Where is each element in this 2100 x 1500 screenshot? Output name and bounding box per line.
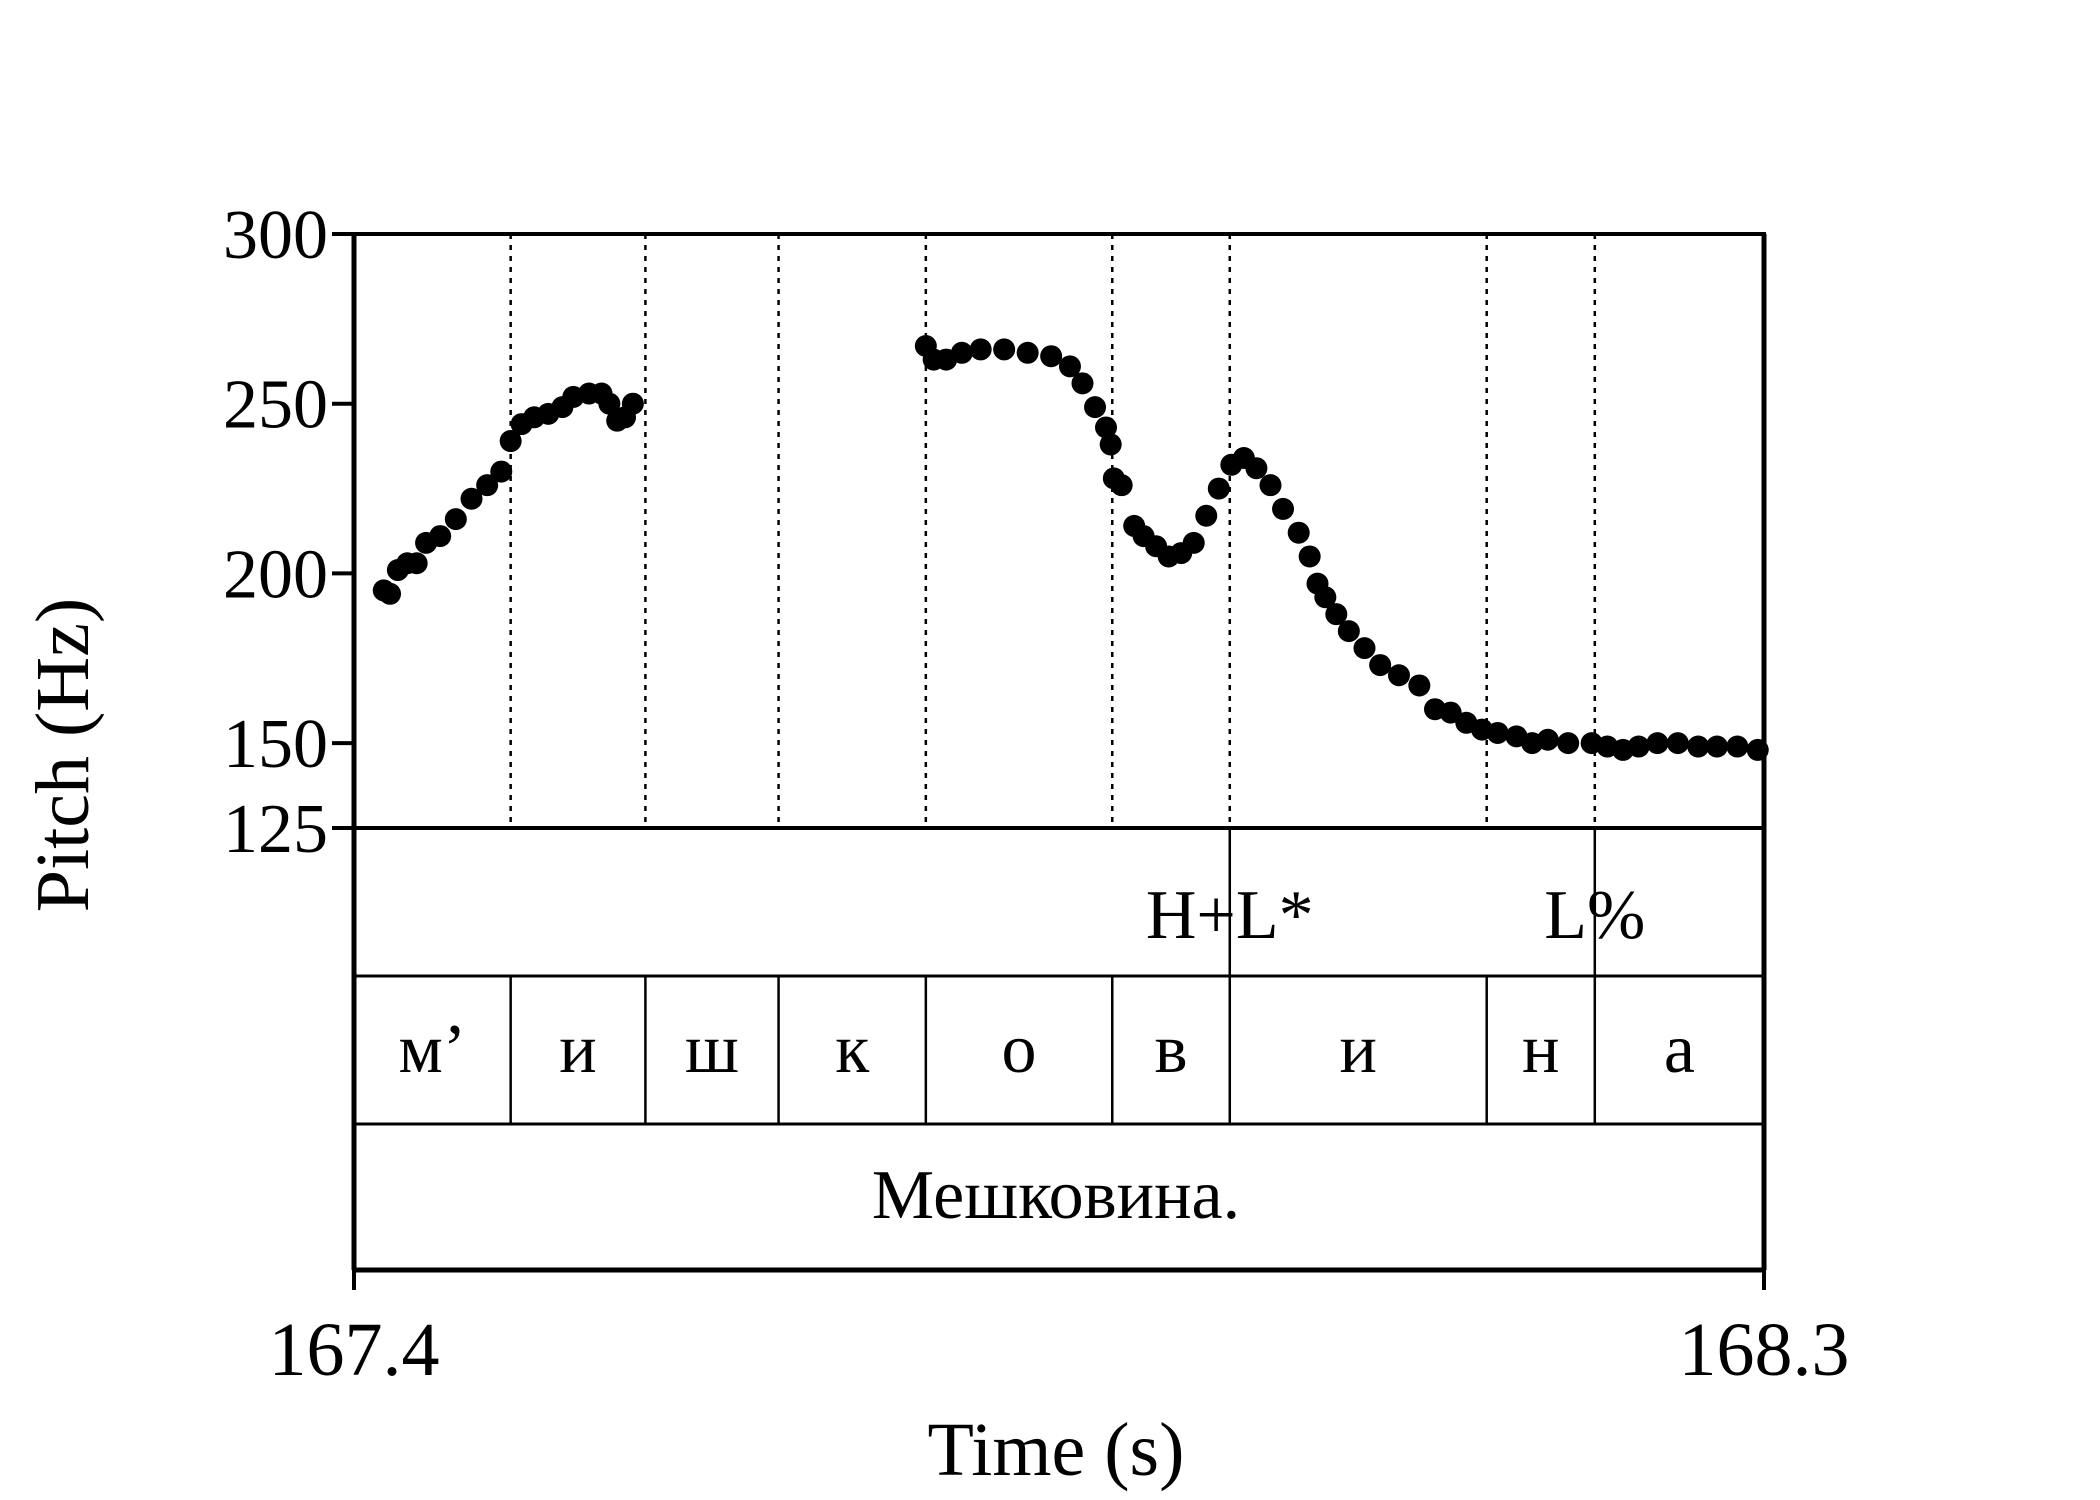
pitch-point: [1195, 504, 1218, 527]
segment-label: к: [835, 1011, 870, 1088]
pitch-point: [1314, 586, 1337, 609]
segment-boundaries: [509, 234, 1597, 1124]
y-tick-label: 200: [223, 536, 328, 613]
pitch-point: [1627, 735, 1650, 758]
segment-label: и: [1339, 1011, 1376, 1088]
pitch-point: [598, 392, 621, 415]
x-tick-label-end: 168.3: [1679, 1308, 1850, 1392]
pitch-point: [1387, 664, 1410, 687]
pitch-point: [1182, 531, 1205, 554]
pitch-point: [1016, 341, 1039, 364]
y-tick-label: 300: [223, 197, 328, 274]
pitch-point: [1439, 701, 1462, 724]
pitch-point: [1245, 457, 1268, 480]
pitch-point: [1110, 474, 1133, 497]
x-tick-label-start: 167.4: [269, 1308, 440, 1392]
segment-label: в: [1154, 1011, 1187, 1088]
pitch-point: [444, 508, 467, 531]
pitch-point: [1287, 521, 1310, 544]
pitch-point: [1687, 735, 1710, 758]
pitch-point: [1746, 738, 1769, 761]
pitch-point: [490, 460, 513, 483]
pitch-point: [1726, 735, 1749, 758]
pitch-point: [1084, 396, 1107, 419]
pitch-point: [1369, 654, 1392, 677]
pitch-point: [993, 338, 1016, 361]
pitch-point: [405, 552, 428, 575]
pitch-point: [1325, 603, 1348, 626]
pitch-point: [1536, 728, 1559, 751]
segment-label: и: [559, 1011, 596, 1088]
pitch-point: [1486, 721, 1509, 744]
pitch-point: [429, 525, 452, 548]
x-axis-label: Time (s): [928, 1408, 1185, 1492]
segment-label: ш: [685, 1011, 739, 1088]
pitch-point: [1095, 416, 1117, 439]
segment-labels: м’ и ш к о в и н а: [399, 1011, 1695, 1088]
pitch-point: [1666, 732, 1689, 755]
pitch-point: [1272, 497, 1295, 520]
pitch-point: [1557, 732, 1580, 755]
y-axis-label: Pitch (Hz): [21, 598, 105, 912]
y-tick-label: 150: [223, 706, 328, 783]
pitch-point: [950, 341, 973, 364]
pitch-point: [1353, 637, 1376, 660]
pitch-point: [1071, 372, 1094, 395]
tone-label: L%: [1544, 877, 1645, 954]
pitch-point: [969, 338, 992, 361]
pitch-point: [1058, 355, 1081, 378]
segment-label: н: [1522, 1011, 1559, 1088]
y-tick-label: 125: [223, 791, 328, 868]
word-label: Мешковина.: [872, 1157, 1240, 1234]
pitch-point: [1298, 545, 1321, 568]
tone-label: H+L*: [1146, 877, 1314, 954]
pitch-point: [1040, 345, 1063, 368]
pitch-point: [1646, 732, 1669, 755]
pitch-point: [1259, 474, 1282, 497]
pitch-point: [1337, 620, 1360, 643]
pitch-point: [460, 487, 483, 510]
pitch-point: [1408, 674, 1431, 697]
pitch-point: [1207, 477, 1230, 500]
y-axis-ticks: 125 150 200 250 300: [223, 197, 354, 868]
pitch-point: [379, 582, 402, 605]
tone-labels: H+L* L%: [1146, 877, 1645, 954]
segment-label: а: [1664, 1011, 1695, 1088]
segment-label: о: [1002, 1011, 1037, 1088]
pitch-track: [372, 335, 1769, 761]
pitch-point: [476, 474, 499, 497]
segment-label: м’: [399, 1011, 467, 1088]
pitch-point: [621, 392, 644, 415]
pitch-point: [1099, 433, 1122, 456]
pitch-point: [499, 430, 522, 453]
pitch-point: [1706, 735, 1728, 758]
y-tick-label: 250: [223, 367, 328, 444]
